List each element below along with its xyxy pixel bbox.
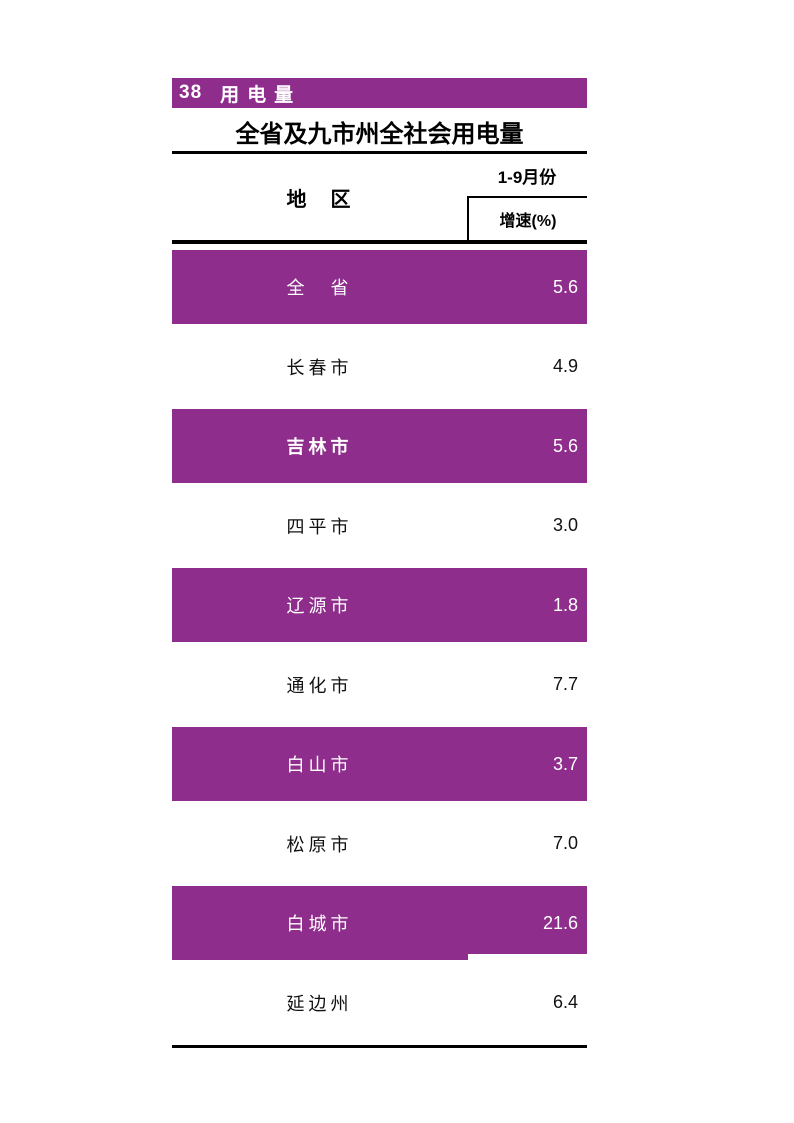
- region-column-header: 地 区: [286, 188, 353, 211]
- table-row: 白城市 21.6: [172, 886, 587, 960]
- growth-rate-value: 5.6: [552, 276, 578, 297]
- section-band: 38 用电量: [172, 78, 587, 108]
- region-name: 通化市: [286, 675, 353, 696]
- growth-rate-header: 增速(%): [467, 196, 587, 240]
- table-row: 全 省 5.6: [172, 250, 587, 324]
- table-row: 通化市 7.7: [172, 642, 587, 727]
- growth-rate-value: 6.4: [552, 992, 578, 1012]
- region-name: 延边州: [286, 993, 353, 1014]
- growth-rate-value: 7.0: [552, 833, 578, 853]
- growth-rate-value: 21.6: [542, 912, 578, 933]
- region-name: 吉林市: [286, 437, 353, 457]
- table-body: 全 省 5.6 长春市 4.9 吉林市 5.6 四平市 3.0 辽源市 1.8 通化市 7.7 白山市 3…: [172, 244, 587, 1045]
- region-name: 白城市: [286, 914, 353, 934]
- table-bottom-rule: [172, 1045, 587, 1048]
- period-header: 1-9月份: [497, 167, 557, 187]
- table-row: 白山市 3.7: [172, 727, 587, 801]
- table-title: 全省及九市州全社会用电量: [235, 121, 524, 148]
- table-header: 地 区 1-9月份 增速(%): [172, 151, 587, 244]
- region-name: 白山市: [286, 755, 353, 775]
- growth-rate-value: 4.9: [552, 356, 578, 376]
- table-row: 长春市 4.9: [172, 324, 587, 409]
- section-number: 38: [179, 82, 203, 103]
- table-row: 延边州 6.4: [172, 960, 587, 1045]
- table-section: 38 用电量 全省及九市州全社会用电量 地 区 1-9月份 增速(%) 全 省 5…: [172, 78, 587, 1048]
- region-name: 松原市: [286, 834, 353, 855]
- growth-rate-value: 3.0: [552, 515, 578, 535]
- growth-rate-value: 7.7: [552, 674, 578, 694]
- section-title: 用电量: [220, 84, 302, 106]
- growth-rate-value: 3.7: [552, 753, 578, 774]
- growth-rate-value: 1.8: [552, 594, 578, 615]
- row-corner-notch: [468, 954, 587, 960]
- table-row: 吉林市 5.6: [172, 409, 587, 483]
- region-name: 全 省: [286, 278, 353, 298]
- region-name: 四平市: [286, 516, 353, 537]
- period-column-header-group: 1-9月份 增速(%): [467, 154, 587, 240]
- growth-rate-value: 5.6: [552, 435, 578, 456]
- region-name: 长春市: [286, 357, 353, 378]
- table-row: 四平市 3.0: [172, 483, 587, 568]
- region-name: 辽源市: [286, 596, 353, 616]
- table-row: 辽源市 1.8: [172, 568, 587, 642]
- table-row: 松原市 7.0: [172, 801, 587, 886]
